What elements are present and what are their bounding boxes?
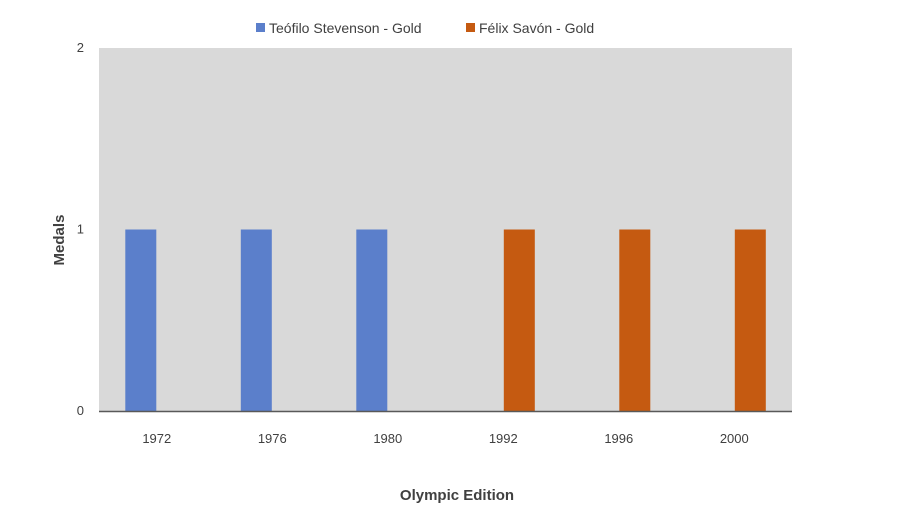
legend-swatch-series-1	[256, 23, 265, 32]
x-tick-labels: 1972 1976 1980 1992 1996 2000	[142, 431, 748, 446]
y-axis-title: Medals	[51, 215, 68, 266]
y-tick-label: 1	[77, 222, 84, 237]
plot-area	[99, 48, 792, 411]
bar-series-2-2000	[734, 229, 766, 411]
x-tick-label: 1976	[258, 431, 287, 446]
bar-series-2-1996	[619, 229, 651, 411]
y-tick-label: 0	[77, 403, 84, 418]
x-tick-label: 1996	[604, 431, 633, 446]
bar-series-1-1972	[125, 229, 157, 411]
legend-swatch-series-2	[466, 23, 475, 32]
y-tick-labels: 0 1 2	[77, 40, 84, 418]
y-tick-label: 2	[77, 40, 84, 55]
legend: Teófilo Stevenson - Gold Félix Savón - G…	[256, 20, 594, 36]
legend-label-series-1: Teófilo Stevenson - Gold	[269, 20, 422, 36]
bar-series-1-1980	[356, 229, 388, 411]
x-tick-label: 1992	[489, 431, 518, 446]
bar-series-2-1992	[503, 229, 535, 411]
x-axis-title: Olympic Edition	[400, 487, 514, 504]
x-tick-label: 1972	[142, 431, 171, 446]
x-tick-label: 2000	[720, 431, 749, 446]
x-tick-label: 1980	[373, 431, 402, 446]
bar-series-1-1976	[240, 229, 272, 411]
legend-label-series-2: Félix Savón - Gold	[479, 20, 594, 36]
bars	[125, 229, 766, 411]
